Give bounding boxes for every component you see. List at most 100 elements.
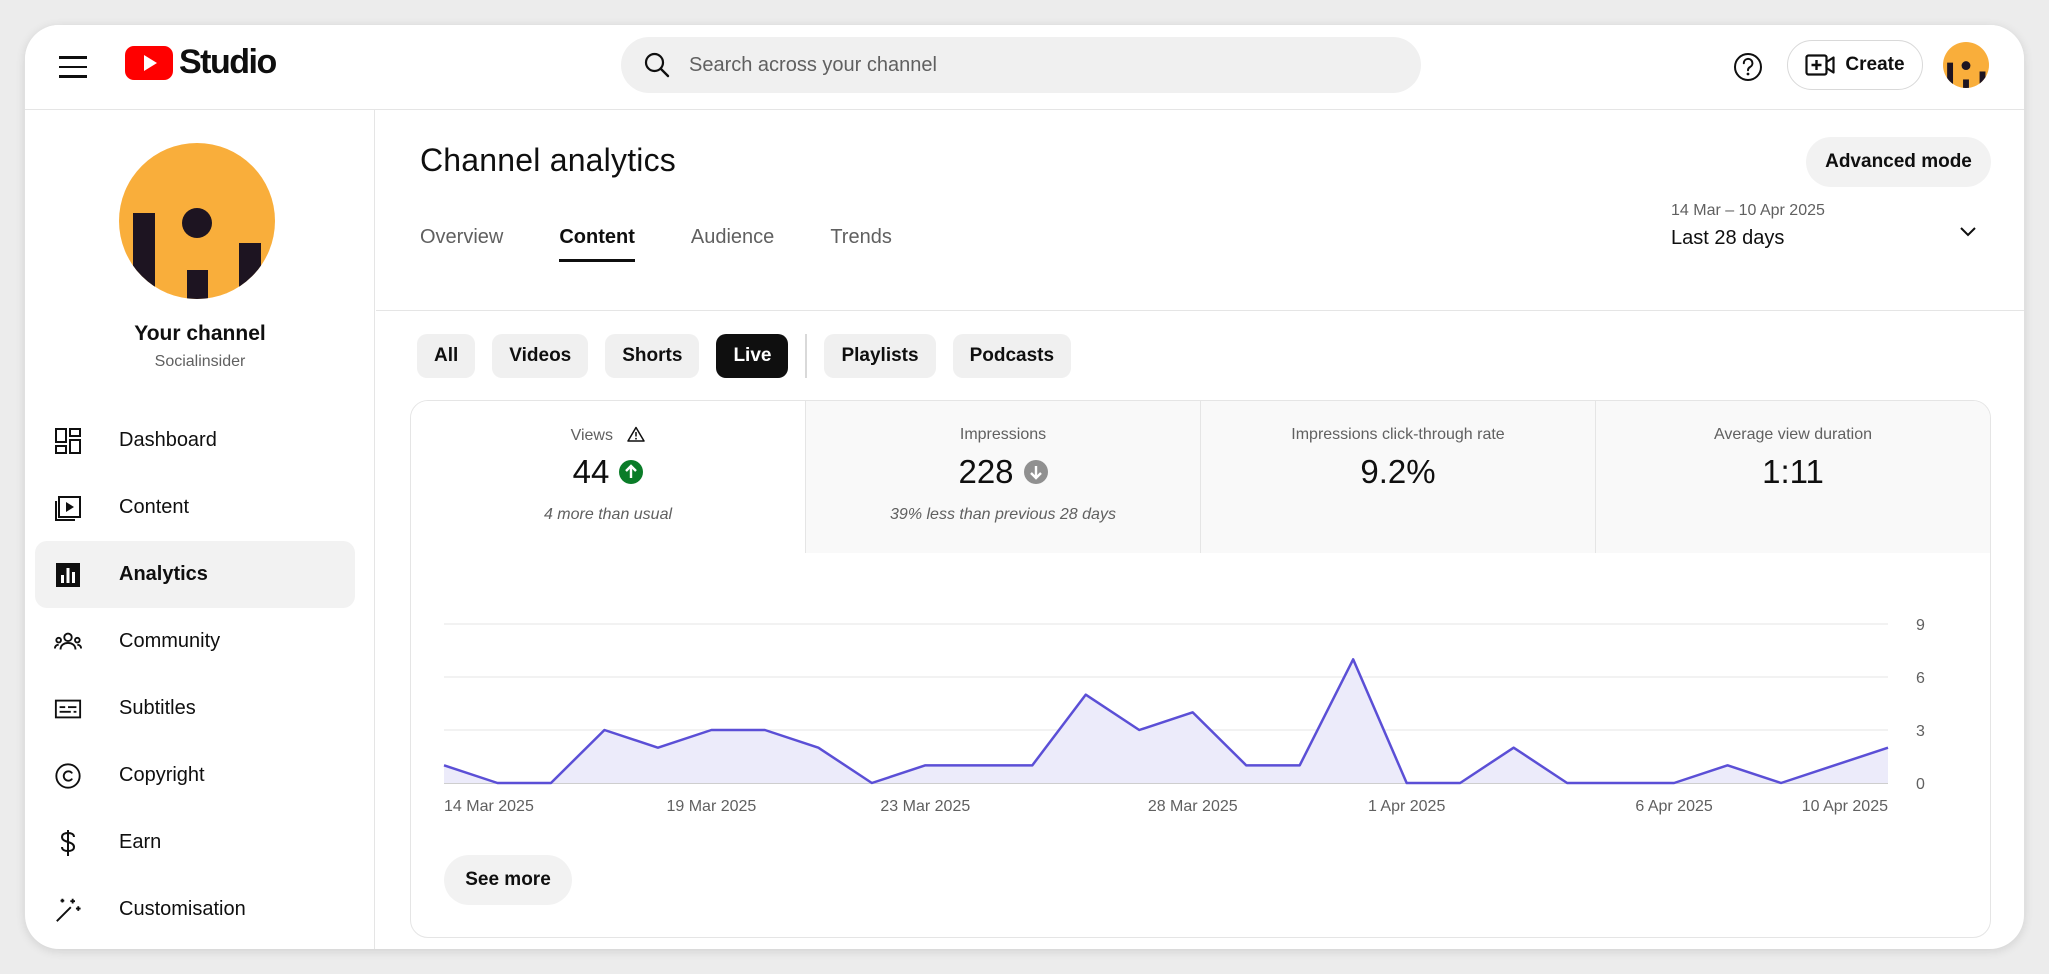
tab-trends[interactable]: Trends <box>830 226 892 248</box>
channel-logo-icon <box>133 208 261 299</box>
x-tick-label: 10 Apr 2025 <box>1802 798 1888 815</box>
trend-up-icon <box>619 460 644 484</box>
page-title: Channel analytics <box>420 142 676 178</box>
sidebar-item-content[interactable]: Content <box>35 474 355 541</box>
metric-value: 9.2% <box>1360 453 1436 490</box>
search-icon <box>644 52 670 78</box>
metric-tabs: Views 44 <box>411 401 1990 553</box>
metric-subtext: 4 more than usual <box>543 506 673 523</box>
analytics-tabs: Overview Content Audience Trends <box>420 210 892 262</box>
tab-content[interactable]: Content <box>559 210 635 262</box>
channel-name: Your channel <box>134 322 266 345</box>
create-button[interactable]: Create <box>1787 40 1923 90</box>
sidebar-item-subtitles[interactable]: Subtitles <box>35 675 355 742</box>
menu-icon[interactable] <box>55 49 91 85</box>
chip-live[interactable]: Live <box>716 334 789 378</box>
sidebar-item-label: Earn <box>119 831 162 853</box>
chip-all[interactable]: All <box>417 334 476 378</box>
sidebar-item-customisation[interactable]: Customisation <box>35 876 355 943</box>
metric-label: Views <box>411 426 805 445</box>
advanced-mode-button[interactable]: Advanced mode <box>1806 137 1991 187</box>
tabs-divider <box>376 310 2024 311</box>
community-icon <box>54 628 82 656</box>
create-label: Create <box>1845 54 1905 75</box>
metric-ctr[interactable]: Impressions click-through rate 9.2% <box>1200 401 1595 553</box>
metric-label: Average view duration <box>1713 426 1873 443</box>
earn-icon <box>54 829 82 857</box>
chip-playlists[interactable]: Playlists <box>824 334 936 378</box>
metric-label-text: Views <box>570 427 613 444</box>
analytics-icon <box>54 561 82 589</box>
sidebar-item-copyright[interactable]: Copyright <box>35 742 355 809</box>
warning-icon <box>627 426 646 442</box>
content-icon <box>54 494 82 522</box>
studio-window: Studio Create <box>25 25 2024 949</box>
content-type-chips: All Videos Shorts Live Playlists Podcast… <box>417 334 1088 378</box>
metric-value: 1:11 <box>1762 453 1824 490</box>
x-tick-label: 1 Apr 2025 <box>1368 798 1446 815</box>
date-range-picker[interactable]: 14 Mar – 10 Apr 2025 Last 28 days <box>1671 202 1991 272</box>
see-more-button[interactable]: See more <box>444 855 572 905</box>
help-icon[interactable] <box>1731 50 1765 84</box>
chip-shorts[interactable]: Shorts <box>605 334 700 378</box>
sidebar-item-label: Customisation <box>119 898 246 920</box>
date-range-preset: Last 28 days <box>1671 227 1785 249</box>
date-range-dates: 14 Mar – 10 Apr 2025 <box>1671 202 1825 219</box>
series-line <box>443 658 1889 785</box>
customisation-icon <box>54 896 82 924</box>
studio-logo[interactable]: Studio <box>125 43 277 82</box>
create-video-icon <box>1805 54 1836 76</box>
channel-avatar[interactable] <box>119 143 275 299</box>
sidebar-item-dashboard[interactable]: Dashboard <box>35 407 355 474</box>
youtube-logo-icon <box>125 45 173 80</box>
chip-divider <box>805 334 808 378</box>
metric-value: 228 <box>806 453 1200 491</box>
y-tick-label: 9 <box>1916 617 1925 634</box>
top-header: Studio Create <box>25 25 2024 110</box>
trend-down-icon <box>1023 460 1048 484</box>
x-tick-label: 28 Mar 2025 <box>1148 798 1238 815</box>
chip-videos[interactable]: Videos <box>492 334 589 378</box>
x-tick-label: 6 Apr 2025 <box>1635 798 1713 815</box>
sidebar-item-label: Copyright <box>119 764 205 786</box>
sidebar-item-label: Community <box>119 630 221 652</box>
main-content: Channel analytics Advanced mode Overview… <box>376 110 2024 949</box>
tab-audience[interactable]: Audience <box>690 226 775 248</box>
sidebar-item-community[interactable]: Community <box>35 608 355 675</box>
metric-value-text: 228 <box>958 453 1014 490</box>
sidebar: Your channel Socialinsider Dashboard <box>25 110 375 949</box>
metric-views[interactable]: Views 44 <box>411 401 805 553</box>
views-chart: 0 3 6 9 14 Mar 2025 19 Mar 2025 23 Mar 2025 28 … <box>443 617 1925 815</box>
chevron-down-icon <box>1960 227 1976 237</box>
tab-overview[interactable]: Overview <box>420 226 504 248</box>
sidebar-item-label: Content <box>119 496 190 518</box>
sidebar-item-label: Dashboard <box>119 429 217 451</box>
sidebar-item-earn[interactable]: Earn <box>35 809 355 876</box>
sidebar-item-label: Subtitles <box>119 697 196 719</box>
copyright-icon <box>54 762 82 790</box>
y-tick-label: 6 <box>1916 670 1925 687</box>
search-input[interactable] <box>689 53 1369 77</box>
metric-value-text: 44 <box>572 453 610 490</box>
metric-avg-view-duration[interactable]: Average view duration 1:11 <box>1595 401 1990 553</box>
x-tick-label: 19 Mar 2025 <box>666 798 756 815</box>
y-tick-label: 3 <box>1916 723 1925 740</box>
dashboard-icon <box>54 427 82 455</box>
metric-impressions[interactable]: Impressions 228 39% less than previous 2… <box>805 401 1200 553</box>
metric-subtext: 39% less than previous 28 days <box>890 506 1116 523</box>
metric-label: Impressions <box>959 426 1047 443</box>
x-tick-label: 14 Mar 2025 <box>444 798 534 815</box>
sidebar-item-analytics[interactable]: Analytics <box>35 541 355 608</box>
search-box[interactable] <box>621 37 1421 93</box>
chip-podcasts[interactable]: Podcasts <box>952 334 1072 378</box>
metric-label: Impressions click-through rate <box>1291 426 1505 443</box>
analytics-card: Views 44 <box>410 400 1991 938</box>
avatar-logo-icon <box>1947 61 1986 88</box>
sidebar-item-label: Analytics <box>119 563 208 585</box>
account-avatar[interactable] <box>1943 42 1989 88</box>
subtitles-icon <box>54 695 82 723</box>
y-tick-label: 0 <box>1916 776 1925 793</box>
metric-value: 44 <box>411 453 805 491</box>
sidebar-nav: Dashboard Content <box>35 407 355 943</box>
channel-handle: Socialinsider <box>154 353 246 370</box>
